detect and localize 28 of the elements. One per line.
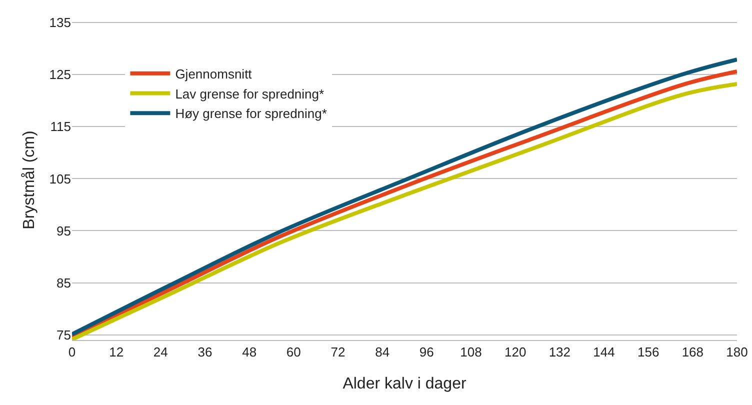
- x-axis-title: Alder kalv i dager: [342, 375, 467, 392]
- x-tick-label: 96: [419, 344, 434, 360]
- x-tick-label: 84: [375, 344, 390, 360]
- y-tick-label: 115: [50, 119, 71, 134]
- x-tick-label: 60: [286, 344, 301, 360]
- y-axis-title: Brystmål (cm): [21, 130, 38, 230]
- x-tick-label: 24: [153, 344, 168, 360]
- y-tick-label: 125: [49, 67, 71, 82]
- x-tick-label: 36: [198, 344, 212, 360]
- x-tick-label: 132: [548, 344, 571, 360]
- y-tick-label: 105: [49, 171, 71, 186]
- x-tick-label: 0: [68, 344, 76, 360]
- x-tick-label: 168: [682, 344, 704, 360]
- legend-label: Høy grense for spredning*: [175, 106, 327, 122]
- x-tick-label: 120: [504, 344, 526, 360]
- y-tick-label: 85: [56, 275, 71, 290]
- legend-label: Gjennomsnitt: [175, 66, 252, 82]
- x-tick-label: 12: [109, 344, 124, 360]
- x-tick-label: 72: [330, 344, 346, 360]
- y-tick-label: 135: [49, 15, 71, 30]
- y-tick-label: 95: [56, 223, 71, 238]
- y-tick-label: 75: [56, 327, 71, 342]
- legend-label: Lav grense for spredning*: [175, 86, 324, 102]
- x-tick-label: 48: [242, 344, 257, 360]
- x-tick-label: 156: [637, 344, 660, 360]
- x-tick-label: 108: [460, 344, 482, 360]
- x-tick-label: 144: [593, 344, 615, 360]
- x-tick-label: 180: [726, 344, 748, 360]
